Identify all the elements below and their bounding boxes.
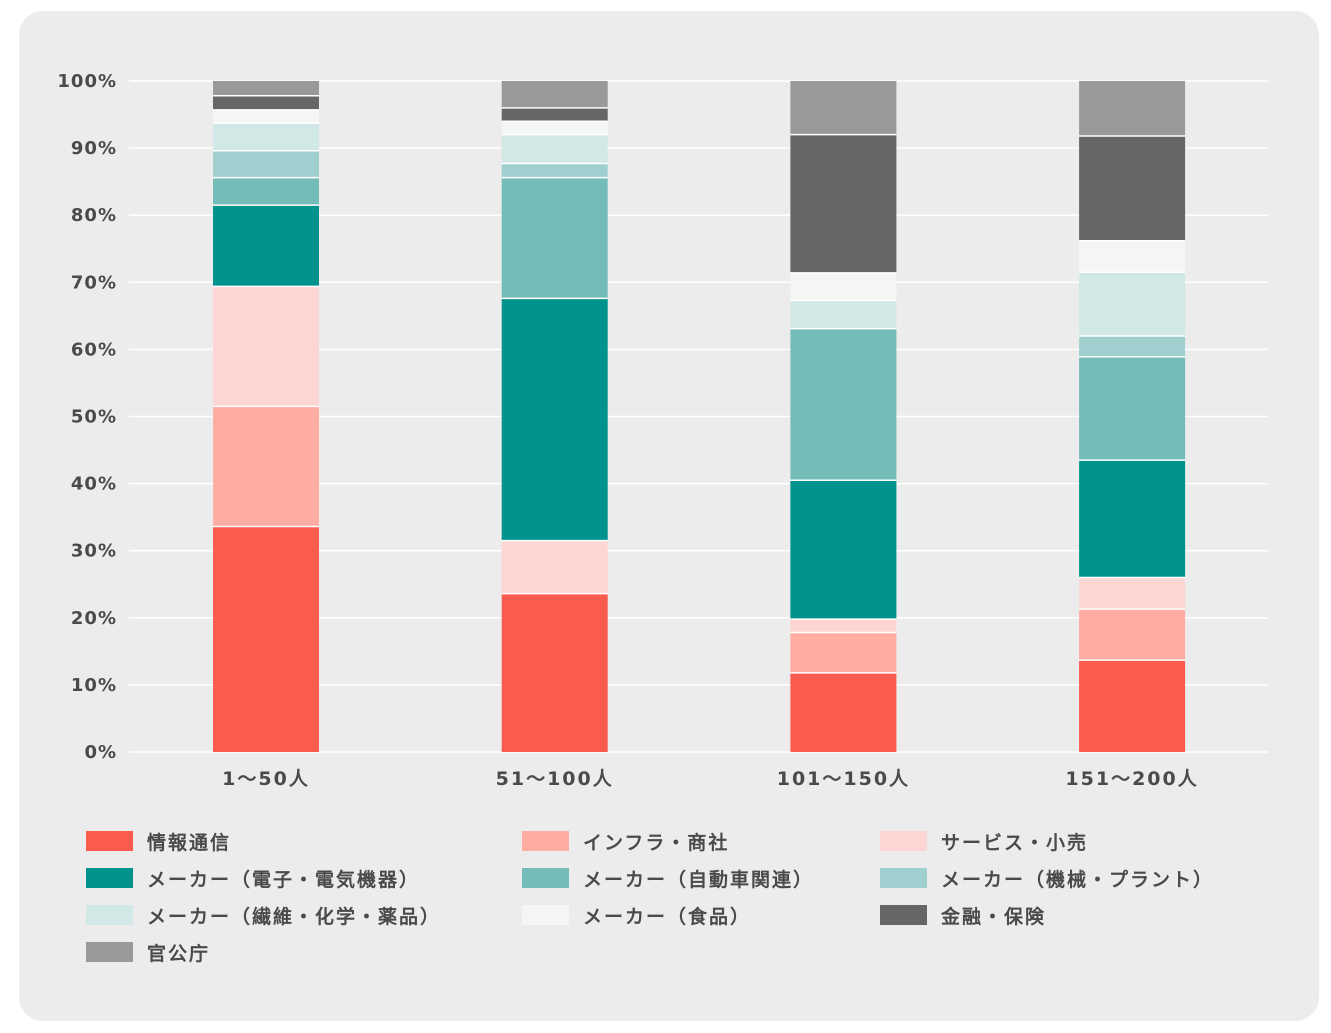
legend-label: メーカー（電子・電気機器）: [147, 868, 421, 891]
legend-swatch: [522, 868, 569, 888]
legend-item: インフラ・商社: [522, 830, 880, 854]
bar-segment: [790, 672, 897, 752]
x-axis-ticks: 1〜50人 51〜100人 101〜150人 151〜200人: [222, 768, 1198, 790]
legend-label: メーカー（機械・プラント）: [941, 868, 1215, 891]
legend-label: 官公庁: [147, 942, 211, 965]
bar-segment: [213, 205, 319, 287]
legend-label: メーカー（自動車関連）: [583, 868, 815, 891]
bar-segment: [213, 286, 319, 407]
legend-swatch: [86, 868, 133, 888]
legend-label: 情報通信: [147, 831, 232, 854]
legend-swatch: [86, 942, 133, 962]
y-tick-label: 10%: [71, 675, 117, 696]
legend-item: メーカー（繊維・化学・薬品）: [86, 904, 522, 928]
legend-item: メーカー（機械・プラント）: [880, 867, 1266, 891]
y-tick-label: 100%: [57, 71, 117, 92]
legend-label: メーカー（繊維・化学・薬品）: [147, 905, 442, 928]
y-tick-label: 60%: [71, 339, 117, 360]
bars: [213, 81, 1186, 752]
bar-segment: [501, 121, 608, 135]
legend-label: メーカー（食品）: [583, 905, 752, 928]
bar-segment: [501, 81, 608, 108]
y-tick-label: 80%: [71, 205, 117, 226]
bar-segment: [1079, 460, 1186, 578]
bar-segment: [501, 177, 608, 299]
bar-segment: [213, 526, 319, 752]
y-tick-label: 90%: [71, 138, 117, 159]
legend-label: 金融・保険: [941, 905, 1047, 928]
y-tick-label: 20%: [71, 608, 117, 629]
legend-item: 金融・保険: [880, 904, 1266, 928]
legend-item: メーカー（自動車関連）: [522, 867, 880, 891]
bar-segment: [1079, 136, 1186, 241]
legend-item: サービス・小売: [880, 830, 1266, 854]
bar-segment: [1079, 356, 1186, 461]
bar-segment: [501, 593, 608, 752]
bar-segment: [213, 123, 319, 151]
legend-swatch: [86, 831, 133, 851]
bar-segment: [213, 150, 319, 178]
legend-item: メーカー（電子・電気機器）: [86, 867, 522, 891]
y-tick-label: 0%: [84, 742, 117, 763]
bar-segment: [501, 107, 608, 122]
bar-segment: [1079, 609, 1186, 661]
y-tick-label: 40%: [71, 474, 117, 495]
legend-swatch: [522, 831, 569, 851]
legend-item: 官公庁: [86, 941, 522, 965]
bar-segment: [1079, 660, 1186, 752]
x-tick-label: 101〜150人: [777, 768, 910, 790]
bar-segment: [1079, 81, 1186, 137]
y-tick-label: 30%: [71, 541, 117, 562]
bar-segment: [790, 300, 897, 329]
bar-segment: [213, 177, 319, 206]
legend-label: サービス・小売: [941, 831, 1089, 854]
x-tick-label: 1〜50人: [222, 768, 310, 790]
bar-segment: [1079, 577, 1186, 610]
bar-segment: [790, 272, 897, 301]
bar-segment: [501, 134, 608, 164]
y-axis-ticks: 0% 10% 20% 30% 40% 50% 60% 70% 80% 90% 100%: [57, 71, 117, 763]
x-tick-label: 151〜200人: [1065, 768, 1198, 790]
legend: 情報通信 インフラ・商社 サービス・小売メーカー（電子・電気機器） メーカー（自動車関…: [86, 830, 1266, 965]
bar-segment: [790, 134, 897, 273]
bar-segment: [790, 81, 897, 135]
bar-segment: [1079, 240, 1186, 273]
legend-swatch: [880, 905, 927, 925]
bar-segment: [790, 480, 897, 620]
bar-segment: [790, 632, 897, 673]
bar-segment: [213, 95, 319, 110]
legend-swatch: [880, 868, 927, 888]
bar-segment: [501, 540, 608, 594]
y-tick-label: 50%: [71, 407, 117, 428]
legend-swatch: [880, 831, 927, 851]
bar-segment: [790, 328, 897, 481]
bar-segment: [790, 619, 897, 633]
bar-segment: [501, 163, 608, 178]
bar-segment: [1079, 272, 1186, 336]
legend-item: メーカー（食品）: [522, 904, 880, 928]
legend-label: インフラ・商社: [583, 831, 730, 854]
bar-segment: [213, 406, 319, 527]
bar-segment: [213, 109, 319, 124]
bar-segment: [501, 298, 608, 541]
bar-segment: [213, 81, 319, 96]
bar-segment: [1079, 335, 1186, 357]
legend-swatch: [522, 905, 569, 925]
legend-item: 情報通信: [86, 830, 522, 854]
x-tick-label: 51〜100人: [496, 768, 614, 790]
legend-swatch: [86, 905, 133, 925]
y-tick-label: 70%: [71, 272, 117, 293]
